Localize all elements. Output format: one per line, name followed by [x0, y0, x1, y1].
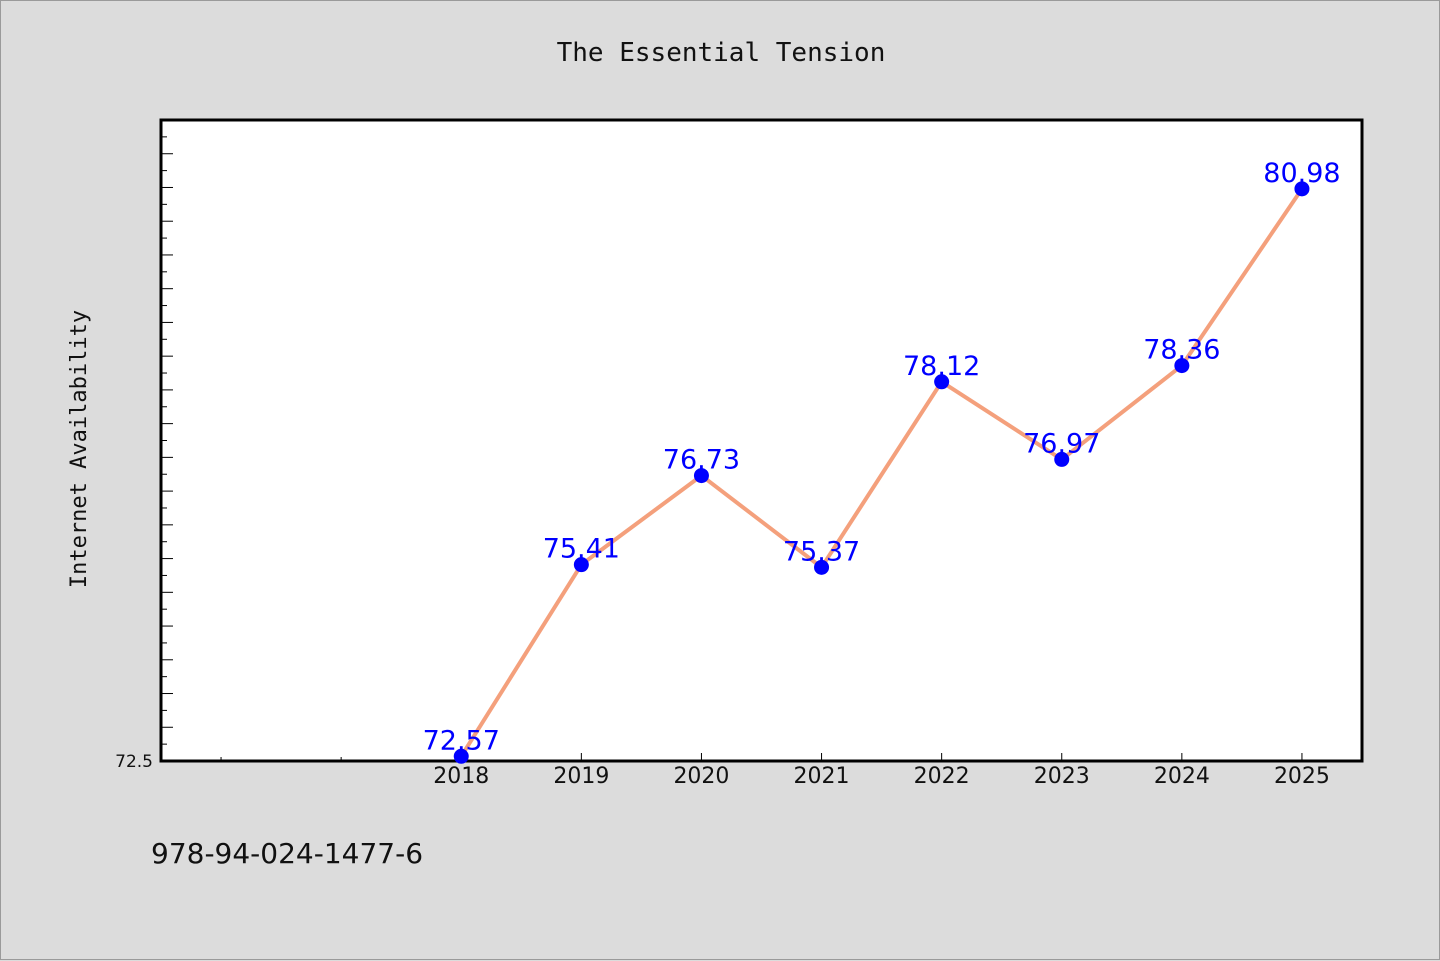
y-axis-label: Internet Availability [67, 310, 92, 588]
series-group: 72.57 75.41 76.73 75.37 78.12 76.97 78.36 80.98 [423, 158, 1341, 764]
series-line [459, 186, 1304, 759]
x-tick-label: 2018 [433, 764, 489, 789]
footer-isbn: 978-94-024-1477-6 [151, 837, 423, 870]
data-label: 78.12 [903, 351, 980, 382]
plot-area [159, 118, 1364, 763]
data-point [934, 374, 950, 390]
data-label: 78.36 [1143, 335, 1220, 366]
y-tick-label: 72.5 [115, 752, 153, 772]
x-axis-tick-labels: 2018 2019 2020 2021 2022 2023 2024 2025 [433, 764, 1330, 789]
y-axis-ticks [161, 136, 173, 745]
data-point [1054, 451, 1070, 467]
x-tick-label: 2024 [1154, 764, 1210, 789]
data-point [1174, 358, 1190, 374]
x-tick-label: 2023 [1034, 764, 1090, 789]
x-tick-label: 2025 [1274, 764, 1330, 789]
data-label: 75.41 [543, 534, 620, 565]
data-point [814, 559, 830, 575]
data-label: 76.97 [1023, 428, 1100, 459]
data-label: 80.98 [1263, 158, 1340, 189]
data-point [573, 557, 589, 573]
chart-title: The Essential Tension [557, 38, 886, 68]
x-tick-label: 2019 [553, 764, 609, 789]
data-label: 75.37 [783, 536, 860, 567]
x-tick-label: 2021 [794, 764, 850, 789]
x-tick-label: 2020 [673, 764, 729, 789]
data-point [453, 748, 469, 764]
data-label: 76.73 [663, 445, 740, 476]
data-point [693, 468, 709, 484]
x-tick-label: 2022 [914, 764, 970, 789]
data-label: 72.57 [423, 725, 500, 756]
data-point [1294, 181, 1310, 197]
